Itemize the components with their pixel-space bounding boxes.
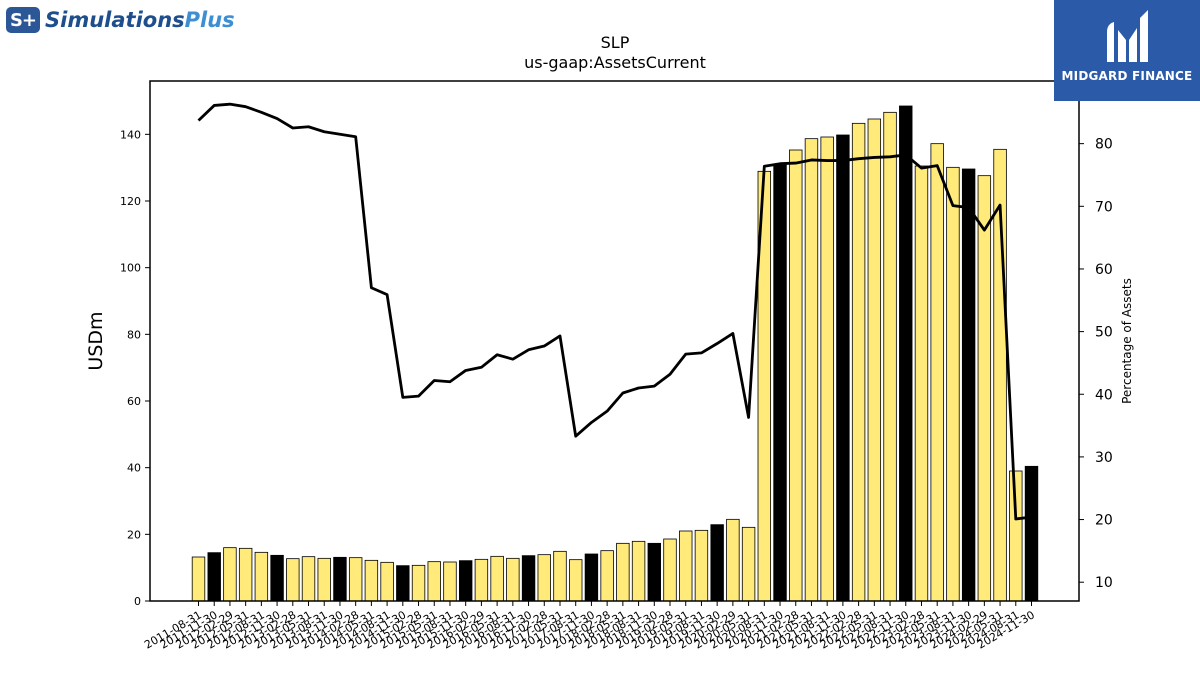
bar-2022-05-31 (867, 118, 882, 602)
y2-axis-label: Percentage of Assets (1120, 278, 1134, 404)
bar-2015-08-31 (443, 561, 457, 602)
y-tick-label: 80 (127, 328, 141, 341)
midgard-m-icon (1107, 10, 1148, 62)
chart-subtitle: us-gaap:AssetsCurrent (524, 53, 706, 72)
bar-2019-08-31 (694, 529, 709, 602)
bar-2016-08-31 (506, 557, 520, 602)
bar-2024-02-29 (977, 175, 992, 602)
bar-2022-11-30 (899, 105, 913, 602)
bar-2014-05-31 (364, 559, 379, 602)
line-group (197, 102, 1032, 521)
sp-logo-word2: Plus (184, 8, 235, 32)
bar-2017-11-30 (584, 553, 599, 602)
bar-2014-02-28 (348, 557, 363, 602)
y2-tick-label: 80 (1095, 137, 1113, 153)
bar-2023-11-30 (961, 168, 976, 602)
sp-logo-text: SimulationsPlus (45, 8, 235, 32)
y-tick-label: 140 (120, 128, 141, 141)
bar-2021-05-31 (804, 138, 819, 602)
y2-tick-label: 60 (1095, 262, 1113, 278)
bar-2019-02-28 (663, 538, 677, 602)
bar-2023-05-31 (930, 143, 944, 602)
y-tick-label: 20 (127, 528, 141, 541)
bar-2018-11-30 (647, 542, 661, 602)
bar-2020-05-31 (741, 526, 756, 602)
bar-2013-02-28 (286, 558, 300, 602)
bar-2016-05-31 (490, 555, 504, 602)
simulations-plus-logo: S+ SimulationsPlus (6, 5, 235, 35)
bar-2018-02-28 (600, 550, 614, 602)
bar-2015-11-30 (458, 560, 473, 602)
percentage-of-assets-line (197, 102, 1032, 521)
bar-2020-02-29 (726, 518, 740, 602)
bar-2022-08-31 (883, 111, 897, 602)
bar-2011-11-30 (207, 552, 221, 602)
bar-2013-11-30 (333, 556, 347, 602)
midgard-finance-text: MIDGARD FINANCE (1061, 69, 1193, 83)
bar-2014-08-31 (380, 561, 394, 602)
y2-tick-label: 10 (1095, 575, 1113, 591)
bar-2012-11-30 (270, 554, 284, 602)
y2-tick-label: 40 (1095, 387, 1113, 403)
bar-2020-11-30 (773, 163, 787, 602)
bar-2011-08-31 (191, 556, 206, 602)
bar-2014-11-30 (396, 565, 410, 602)
bar-2024-08-31 (1009, 470, 1023, 602)
bar-2021-08-31 (820, 136, 834, 602)
y2-tick-label: 30 (1095, 450, 1113, 466)
bar-2013-05-31 (301, 556, 316, 602)
y-axis-left: 0 20 40 60 80 100 120 140 (120, 128, 150, 608)
chart-title: SLP (601, 33, 630, 52)
bar-2018-05-31 (616, 542, 630, 602)
bar-2013-08-31 (317, 557, 331, 602)
y2-tick-label: 20 (1095, 513, 1113, 529)
sp-logo-mark: S+ (6, 7, 40, 33)
y-tick-label: 120 (120, 195, 141, 208)
y-axis-label: USDm (85, 311, 107, 370)
y2-tick-label: 50 (1095, 325, 1113, 341)
bar-2017-05-31 (553, 550, 567, 602)
midgard-finance-logo: MIDGARD FINANCE (1054, 0, 1200, 101)
bar-2022-02-28 (851, 122, 866, 602)
bar-2017-08-31 (569, 559, 583, 602)
y-tick-label: 100 (120, 262, 141, 275)
bar-2024-11-30 (1024, 465, 1039, 602)
x-axis: 2011-08-312011-11-302012-02-292012-05-31… (142, 601, 1037, 652)
bar-2012-08-31 (254, 551, 269, 602)
bar-2018-08-31 (631, 540, 646, 602)
y-axis-right: 10 20 30 40 50 60 70 80 (1079, 137, 1113, 591)
bar-2012-02-29 (223, 547, 237, 602)
sp-logo-word1: Simulations (45, 8, 185, 32)
bar-2019-05-31 (679, 530, 693, 602)
bar-2019-11-30 (710, 524, 724, 602)
y2-tick-label: 70 (1095, 199, 1113, 215)
bar-2023-08-31 (946, 166, 960, 602)
bar-2023-02-28 (914, 165, 929, 602)
bar-2015-05-31 (427, 561, 441, 602)
plot-frame (149, 80, 1080, 602)
bar-2021-11-30 (836, 134, 850, 602)
bar-2012-05-31 (238, 547, 253, 602)
bars-group (191, 105, 1039, 602)
bar-2016-02-29 (474, 558, 489, 602)
bar-2021-02-28 (789, 149, 803, 602)
y-tick-label: 40 (127, 462, 141, 475)
y-tick-label: 0 (134, 595, 141, 608)
bar-2016-11-30 (521, 555, 536, 602)
bar-2017-02-28 (537, 554, 551, 602)
y-tick-label: 60 (127, 395, 141, 408)
bar-2015-02-28 (411, 564, 426, 602)
